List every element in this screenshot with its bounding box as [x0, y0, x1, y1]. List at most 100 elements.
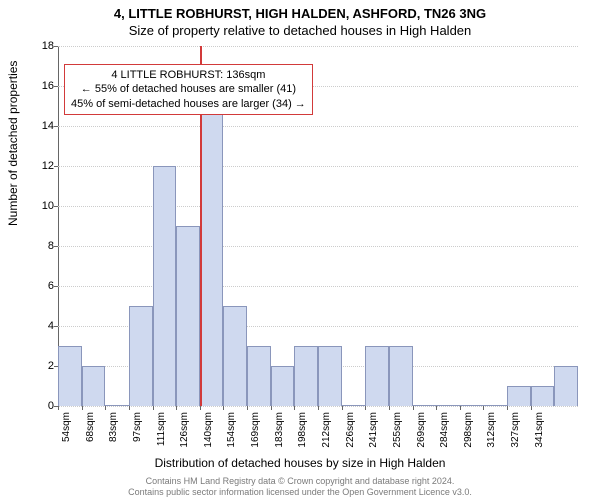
- histogram-bar: [483, 405, 507, 406]
- histogram-bar: [200, 106, 224, 406]
- y-tick-mark: [54, 166, 58, 167]
- gridline: [58, 46, 578, 47]
- histogram-bar: [318, 346, 342, 406]
- y-tick-label: 16: [24, 80, 54, 92]
- x-tick-label: 83sqm: [108, 412, 119, 462]
- x-tick-mark: [507, 406, 508, 410]
- x-tick-mark: [129, 406, 130, 410]
- chart-title-line1: 4, LITTLE ROBHURST, HIGH HALDEN, ASHFORD…: [0, 0, 600, 21]
- y-tick-mark: [54, 206, 58, 207]
- histogram-bar: [129, 306, 153, 406]
- y-tick-label: 8: [24, 240, 54, 252]
- histogram-bar: [105, 405, 129, 406]
- histogram-bar: [413, 405, 437, 406]
- footer-line2: Contains public sector information licen…: [0, 487, 600, 498]
- x-tick-mark: [436, 406, 437, 410]
- x-tick-mark: [365, 406, 366, 410]
- y-tick-mark: [54, 46, 58, 47]
- histogram-bar: [342, 405, 366, 406]
- histogram-bar: [176, 226, 200, 406]
- annotation-line3: 45% of semi-detached houses are larger (…: [71, 97, 306, 111]
- x-tick-label: 169sqm: [250, 412, 261, 462]
- y-tick-label: 18: [24, 40, 54, 52]
- x-tick-label: 241sqm: [368, 412, 379, 462]
- x-tick-label: 212sqm: [321, 412, 332, 462]
- x-tick-mark: [82, 406, 83, 410]
- x-tick-mark: [176, 406, 177, 410]
- x-tick-label: 126sqm: [179, 412, 190, 462]
- x-tick-mark: [294, 406, 295, 410]
- annotation-line2: ← 55% of detached houses are smaller (41…: [71, 82, 306, 96]
- histogram-bar: [223, 306, 247, 406]
- histogram-bar: [531, 386, 555, 406]
- y-tick-label: 0: [24, 400, 54, 412]
- x-tick-mark: [200, 406, 201, 410]
- footer-line1: Contains HM Land Registry data © Crown c…: [0, 476, 600, 487]
- gridline: [58, 126, 578, 127]
- x-tick-label: 327sqm: [510, 412, 521, 462]
- histogram-bar: [294, 346, 318, 406]
- histogram-bar: [554, 366, 578, 406]
- x-tick-mark: [105, 406, 106, 410]
- x-tick-label: 269sqm: [416, 412, 427, 462]
- x-tick-mark: [271, 406, 272, 410]
- x-tick-mark: [531, 406, 532, 410]
- histogram-bar: [436, 405, 460, 406]
- x-tick-mark: [58, 406, 59, 410]
- x-tick-label: 198sqm: [297, 412, 308, 462]
- y-tick-label: 12: [24, 160, 54, 172]
- y-tick-mark: [54, 86, 58, 87]
- chart-title-line2: Size of property relative to detached ho…: [0, 21, 600, 38]
- x-tick-label: 54sqm: [61, 412, 72, 462]
- gridline: [58, 286, 578, 287]
- histogram-bar: [58, 346, 82, 406]
- x-tick-mark: [247, 406, 248, 410]
- x-tick-label: 255sqm: [392, 412, 403, 462]
- histogram-bar: [82, 366, 106, 406]
- histogram-bar: [460, 405, 484, 406]
- y-tick-mark: [54, 326, 58, 327]
- histogram-bar: [247, 346, 271, 406]
- x-tick-label: 284sqm: [439, 412, 450, 462]
- x-tick-label: 183sqm: [274, 412, 285, 462]
- histogram-bar: [365, 346, 389, 406]
- annotation-line1: 4 LITTLE ROBHURST: 136sqm: [71, 68, 306, 82]
- histogram-bar: [507, 386, 531, 406]
- y-tick-label: 2: [24, 360, 54, 372]
- y-axis-label: Number of detached properties: [6, 61, 20, 226]
- x-tick-label: 111sqm: [156, 412, 167, 462]
- x-tick-label: 298sqm: [463, 412, 474, 462]
- chart-container: 4, LITTLE ROBHURST, HIGH HALDEN, ASHFORD…: [0, 0, 600, 500]
- x-tick-label: 341sqm: [534, 412, 545, 462]
- histogram-bar: [271, 366, 295, 406]
- y-tick-label: 10: [24, 200, 54, 212]
- histogram-bar: [153, 166, 177, 406]
- x-tick-label: 154sqm: [226, 412, 237, 462]
- histogram-bar: [389, 346, 413, 406]
- x-tick-label: 226sqm: [345, 412, 356, 462]
- x-tick-mark: [318, 406, 319, 410]
- x-tick-mark: [413, 406, 414, 410]
- x-tick-mark: [223, 406, 224, 410]
- y-tick-mark: [54, 126, 58, 127]
- y-tick-mark: [54, 246, 58, 247]
- y-tick-label: 6: [24, 280, 54, 292]
- x-tick-mark: [153, 406, 154, 410]
- y-tick-mark: [54, 286, 58, 287]
- x-tick-label: 97sqm: [132, 412, 143, 462]
- footer-text: Contains HM Land Registry data © Crown c…: [0, 476, 600, 498]
- x-tick-mark: [389, 406, 390, 410]
- x-tick-mark: [342, 406, 343, 410]
- plot-area: 4 LITTLE ROBHURST: 136sqm← 55% of detach…: [58, 46, 578, 406]
- x-tick-label: 312sqm: [486, 412, 497, 462]
- annotation-box: 4 LITTLE ROBHURST: 136sqm← 55% of detach…: [64, 64, 313, 115]
- gridline: [58, 246, 578, 247]
- x-tick-label: 140sqm: [203, 412, 214, 462]
- y-tick-label: 4: [24, 320, 54, 332]
- x-tick-mark: [460, 406, 461, 410]
- gridline: [58, 206, 578, 207]
- y-tick-label: 14: [24, 120, 54, 132]
- gridline: [58, 166, 578, 167]
- x-tick-label: 68sqm: [85, 412, 96, 462]
- x-tick-mark: [483, 406, 484, 410]
